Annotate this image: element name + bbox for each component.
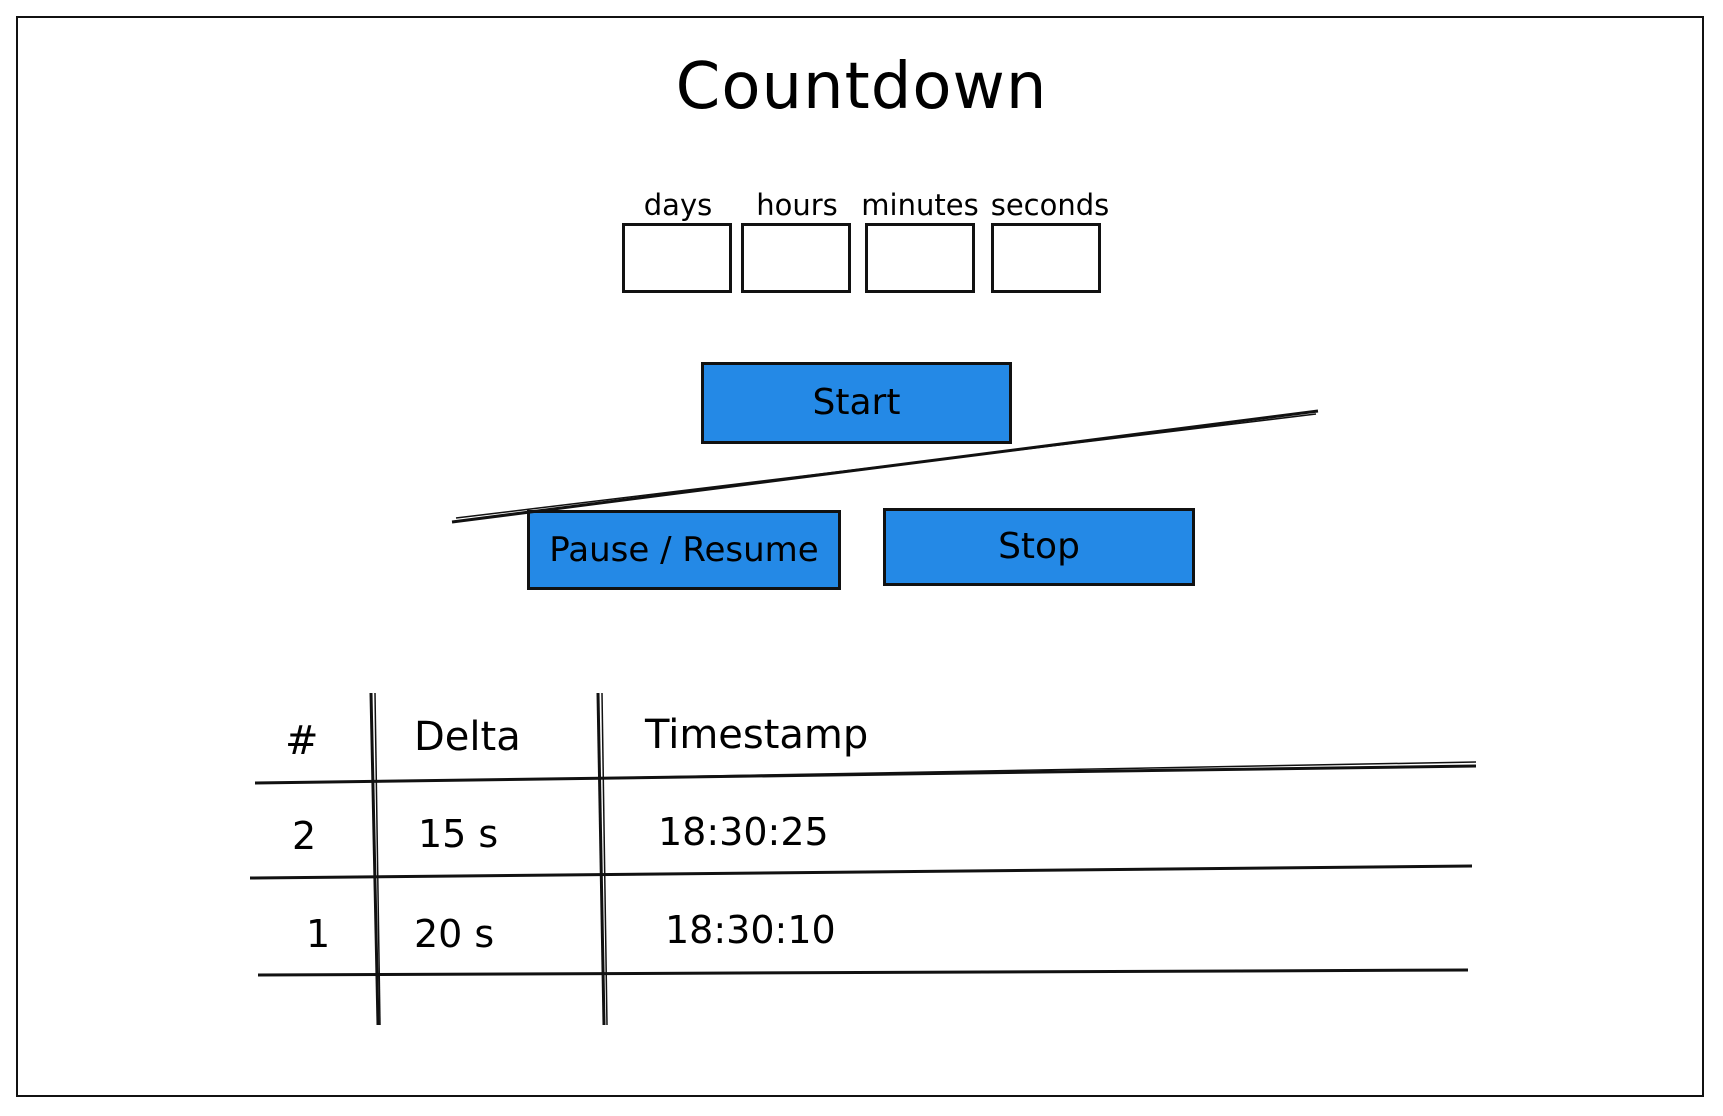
pause-resume-button[interactable]: Pause / Resume bbox=[527, 510, 841, 590]
table-column-divider-1 bbox=[369, 692, 380, 1026]
minutes-label: minutes bbox=[861, 188, 979, 222]
pause-resume-button-label: Pause / Resume bbox=[549, 530, 819, 570]
table-row-2-delta: 20 s bbox=[414, 912, 495, 956]
table-column-divider-1b bbox=[374, 692, 381, 1026]
table-header-number: # bbox=[285, 718, 319, 764]
table-row-divider-2 bbox=[257, 968, 1469, 977]
table-header-delta: Delta bbox=[414, 714, 521, 760]
wireframe-frame bbox=[16, 16, 1704, 1097]
minutes-input[interactable] bbox=[865, 223, 975, 293]
page-title: Countdown bbox=[675, 50, 1048, 124]
table-row-1-delta: 15 s bbox=[418, 812, 499, 856]
table-column-divider-2 bbox=[596, 692, 606, 1026]
hours-input[interactable] bbox=[741, 223, 851, 293]
table-row-1-timestamp: 18:30:25 bbox=[658, 810, 829, 854]
table-column-divider-2b bbox=[601, 692, 608, 1026]
days-input[interactable] bbox=[622, 223, 732, 293]
table-row-2-timestamp: 18:30:10 bbox=[665, 908, 836, 952]
days-label: days bbox=[643, 188, 713, 222]
seconds-label: seconds bbox=[990, 188, 1110, 222]
diagonal-strike-line-2 bbox=[455, 413, 1317, 519]
stop-button[interactable]: Stop bbox=[883, 508, 1195, 586]
table-header-divider bbox=[254, 764, 1477, 785]
table-header-divider-b bbox=[599, 761, 1477, 779]
seconds-input[interactable] bbox=[991, 223, 1101, 293]
start-button[interactable]: Start bbox=[701, 362, 1012, 444]
table-row-2-number: 1 bbox=[306, 912, 331, 956]
table-row-1-number: 2 bbox=[292, 814, 317, 858]
stop-button-label: Stop bbox=[998, 526, 1080, 567]
table-row-divider-1 bbox=[249, 864, 1473, 880]
start-button-label: Start bbox=[812, 382, 901, 423]
table-header-timestamp: Timestamp bbox=[645, 712, 869, 758]
hours-label: hours bbox=[756, 188, 838, 222]
